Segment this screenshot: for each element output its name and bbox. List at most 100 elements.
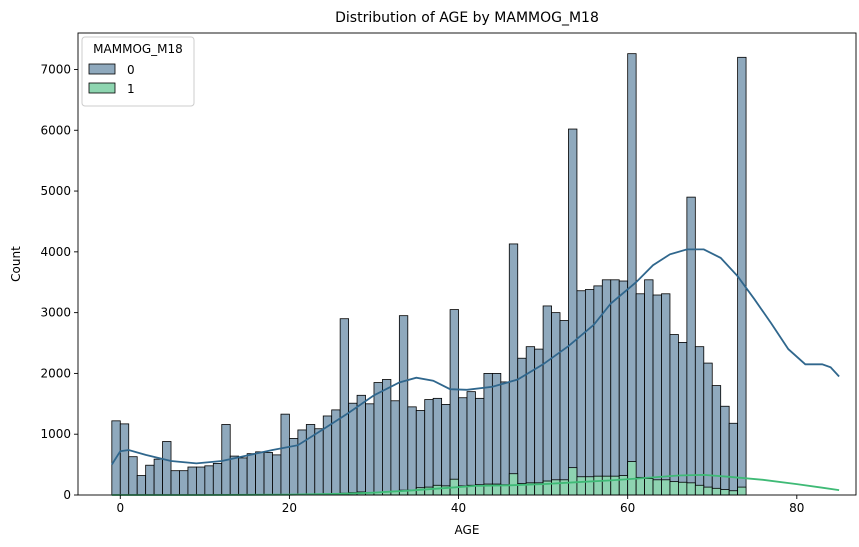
legend-swatch-series-0 <box>88 63 116 75</box>
x-axis-label: AGE <box>455 523 480 537</box>
x-tick-label: 0 <box>116 501 124 515</box>
bar-series-0 <box>475 397 485 496</box>
bar-series-0 <box>415 410 426 496</box>
bar-series-0 <box>584 289 595 496</box>
bar-series-0 <box>204 465 214 496</box>
plot-frame <box>77 32 857 496</box>
x-tick-label: 40 <box>451 501 466 515</box>
bar-series-0 <box>390 400 400 496</box>
bar-series-0 <box>119 423 130 496</box>
bar-series-0 <box>238 457 248 496</box>
bar-series-0 <box>145 464 155 496</box>
bar-series-0 <box>678 342 688 496</box>
bar-series-1 <box>661 479 671 496</box>
bar-series-1 <box>568 467 578 496</box>
bar-series-0 <box>508 243 519 496</box>
bar-series-0 <box>246 453 256 496</box>
bar-series-0 <box>348 402 358 496</box>
bar-series-0 <box>373 382 383 496</box>
bar-series-0 <box>635 293 645 496</box>
bar-series-1 <box>694 484 705 496</box>
bar-series-0 <box>694 346 705 496</box>
bar-series-1 <box>728 490 739 496</box>
bar-series-1 <box>644 478 654 496</box>
bar-series-1 <box>686 482 696 496</box>
bar-series-0 <box>593 285 603 496</box>
bar-series-0 <box>179 470 189 496</box>
bar-series-0 <box>356 394 366 496</box>
legend-label-series-0: 0 <box>127 63 135 77</box>
bar-series-1 <box>703 486 713 496</box>
bar-series-0 <box>652 294 662 496</box>
bar-series-0 <box>610 279 620 496</box>
bar-series-0 <box>576 290 586 496</box>
bar-series-1 <box>720 489 730 496</box>
bar-series-0 <box>280 413 290 496</box>
bar-series-1 <box>635 476 645 496</box>
y-axis-label: Count <box>9 246 23 282</box>
y-tick-label: 1000 <box>40 427 71 441</box>
bar-series-0 <box>170 470 180 496</box>
bar-series-1 <box>711 487 722 496</box>
bar-series-0 <box>551 312 561 496</box>
bar-series-1 <box>593 475 603 496</box>
legend-title: MAMMOG_M18 <box>93 42 183 56</box>
bar-series-0 <box>568 128 578 496</box>
y-tick-label: 6000 <box>40 123 71 137</box>
bar-series-0 <box>661 293 671 496</box>
bar-series-0 <box>644 279 654 496</box>
bar-series-0 <box>525 346 536 496</box>
bar-series-0 <box>618 280 629 496</box>
bar-series-0 <box>728 422 739 496</box>
bar-series-1 <box>610 475 620 496</box>
legend: MAMMOG_M18 0 1 <box>81 36 195 107</box>
bar-series-0 <box>339 318 350 496</box>
legend-swatch-series-1 <box>88 82 116 94</box>
y-tick-label: 7000 <box>40 62 71 76</box>
bar-series-0 <box>449 309 459 496</box>
bar-series-1 <box>669 481 679 496</box>
y-tick-label: 2000 <box>40 366 71 380</box>
bar-series-1 <box>678 481 688 496</box>
bar-series-1 <box>601 475 612 496</box>
bar-series-1 <box>432 484 443 496</box>
y-tick-label: 0 <box>63 488 71 502</box>
plot-area: 0 20 40 60 80 0 1000 2000 3000 4000 5000 6000 7000 <box>40 32 857 515</box>
legend-label-series-1: 1 <box>127 82 135 96</box>
bar-series-0 <box>407 406 417 496</box>
bar-series-0 <box>128 456 138 496</box>
bar-series-0 <box>136 475 147 496</box>
bar-series-0 <box>441 404 451 496</box>
bar-series-0 <box>720 405 730 496</box>
bar-series-0 <box>314 428 324 496</box>
bar-series-0 <box>458 397 468 496</box>
kde-line-series-1 <box>111 473 840 496</box>
bar-series-0 <box>162 441 172 496</box>
bar-series-0 <box>382 379 392 496</box>
bar-series-0 <box>153 458 163 496</box>
chart-title: Distribution of AGE by MAMMOG_M18 <box>335 10 599 26</box>
bar-series-0 <box>669 334 679 496</box>
bar-series-0 <box>483 373 493 496</box>
bar-series-1 <box>584 476 595 496</box>
bar-series-1 <box>652 479 662 496</box>
bar-series-0 <box>500 381 510 496</box>
bar-series-0 <box>263 452 273 496</box>
x-tick-label: 20 <box>282 501 297 515</box>
bar-series-0 <box>365 403 375 496</box>
bar-series-0 <box>737 56 747 496</box>
bar-series-0 <box>424 399 434 496</box>
bar-series-0 <box>212 462 223 496</box>
bar-series-0 <box>229 455 240 496</box>
bar-series-0 <box>534 348 544 496</box>
bar-series-0 <box>686 196 696 496</box>
bar-series-0 <box>272 454 282 496</box>
bar-series-0 <box>187 466 197 496</box>
bar-series-0 <box>491 373 502 496</box>
bar-series-0 <box>711 385 722 496</box>
x-tick-label: 80 <box>789 501 804 515</box>
bar-series-0 <box>398 315 409 496</box>
kde-line-series-0 <box>111 248 840 466</box>
y-tick-label: 4000 <box>40 245 71 259</box>
